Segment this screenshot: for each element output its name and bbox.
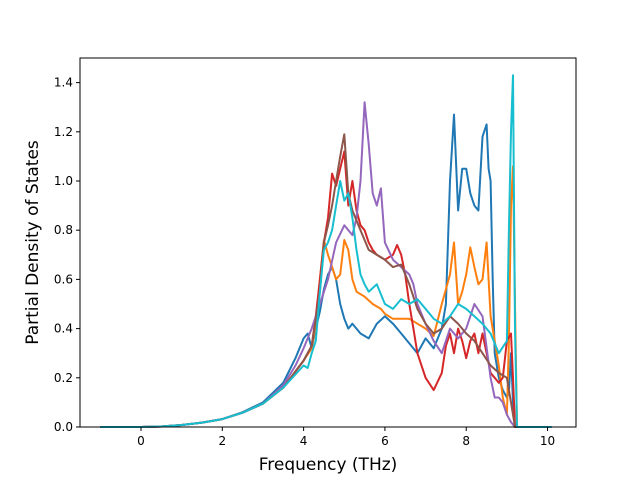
x-tick-label: 0: [137, 434, 145, 448]
tick-layer: 0 2 4 6 8 10 0.0 0.2 0.4 0.6 0.8 1.0 1.2 1.4: [54, 76, 555, 448]
y-tick-label: 1.2: [54, 125, 73, 139]
series-layer: [100, 74, 552, 428]
x-tick-label: 10: [540, 434, 555, 448]
axes-frame: [79, 57, 577, 428]
x-tick-label: 6: [381, 434, 389, 448]
x-tick-label: 2: [218, 434, 226, 448]
y-tick-label: 0.8: [54, 223, 73, 237]
y-tick-label: 1.4: [54, 76, 73, 90]
y-tick-label: 0.0: [54, 420, 73, 434]
y-tick-label: 0.6: [54, 272, 73, 286]
x-axis-label: Frequency (THz): [259, 455, 398, 475]
y-tick-label: 0.2: [54, 371, 73, 385]
series-line-1: [100, 113, 552, 428]
series-line-6: [100, 74, 552, 428]
y-tick-label: 1.0: [54, 174, 73, 188]
y-axis-label: Partial Density of States: [23, 140, 43, 345]
y-tick-label: 0.4: [54, 322, 73, 336]
x-tick-label: 4: [300, 434, 308, 448]
x-tick-label: 8: [462, 434, 470, 448]
